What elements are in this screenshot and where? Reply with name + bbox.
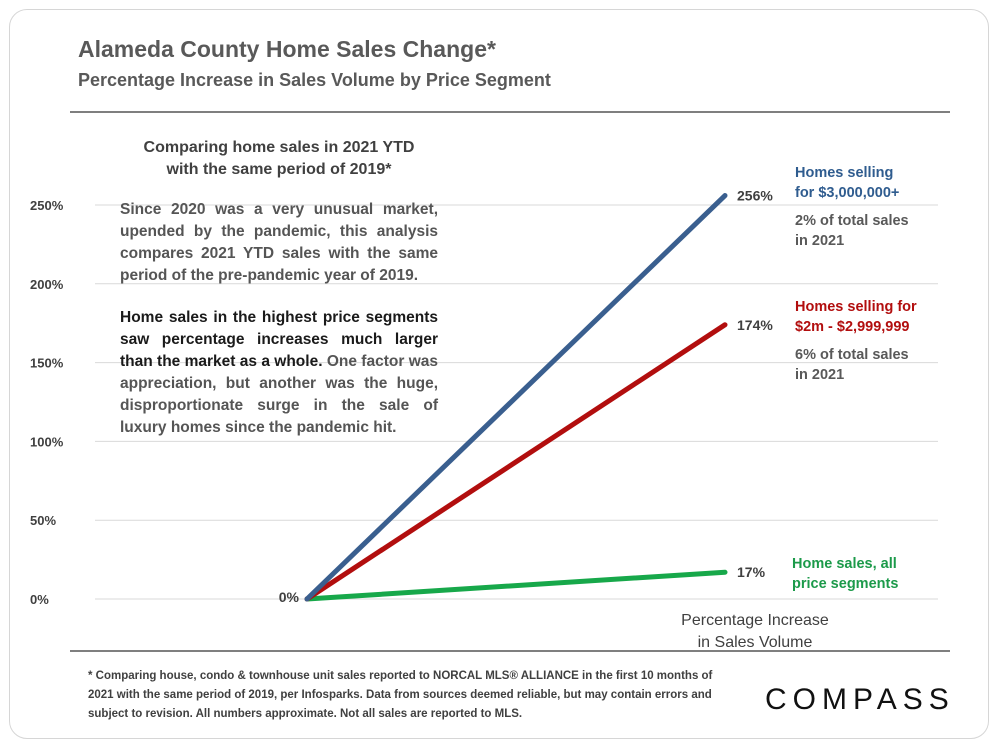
label-mid-segment: Homes selling for $2m - $2,999,999 6% of… (795, 297, 917, 385)
x-axis-label-line1: Percentage Increase (681, 612, 829, 629)
footnote: * Comparing house, condo & townhouse uni… (88, 670, 713, 720)
y-tick-label-150: 150% (30, 356, 64, 371)
explanation-paragraph-2-strong: Home sales in the highest price segments… (120, 309, 438, 370)
explanation-paragraph-2: Home sales in the highest price segments… (120, 307, 438, 439)
label-top-segment: Homes selling for $3,000,000+ 2% of tota… (795, 163, 909, 251)
y-tick-label-250: 250% (30, 198, 64, 213)
series-end-label-2: 17% (737, 564, 766, 580)
series-line-0 (304, 193, 728, 602)
series-line-1 (304, 322, 728, 602)
label-top-share1: 2% of total sales (795, 213, 909, 229)
series-line-2 (304, 569, 728, 602)
explanation-heading: Comparing home sales in 2021 YTD with th… (120, 137, 438, 181)
label-top-share2: in 2021 (795, 233, 845, 249)
y-tick-label-200: 200% (30, 277, 64, 292)
compass-logo: COMPASS (765, 683, 955, 716)
explanation-heading-line1: Comparing home sales in 2021 YTD (143, 139, 415, 156)
y-tick-label-50: 50% (30, 513, 56, 528)
label-mid-line1: Homes selling for (795, 299, 917, 315)
series-end-label-1: 174% (737, 317, 773, 333)
label-mid-share2: in 2021 (795, 367, 845, 383)
x-axis-label-line2: in Sales Volume (697, 634, 813, 651)
label-mid-share1: 6% of total sales (795, 347, 909, 363)
label-top-line1: Homes selling (795, 165, 894, 181)
y-tick-label-0: 0% (30, 592, 49, 607)
label-all-segments: Home sales, all price segments (792, 554, 898, 594)
explanation-heading-line2: with the same period of 2019* (166, 161, 392, 178)
label-mid-line2: $2m - $2,999,999 (795, 319, 910, 335)
label-all-line2: price segments (792, 576, 899, 592)
explanation-paragraph-1: Since 2020 was a very unusual market, up… (120, 201, 438, 284)
y-tick-label-100: 100% (30, 434, 64, 449)
explanation-paragraph-2-rest: One factor was appreciation, but another… (120, 353, 438, 436)
slide-card (9, 9, 989, 739)
chart-subtitle: Percentage Increase in Sales Volume by P… (78, 70, 551, 90)
bottom-divider (70, 650, 950, 652)
label-top-line2: for $3,000,000+ (795, 185, 900, 201)
series-end-label-0: 256% (737, 188, 773, 204)
top-divider (70, 111, 950, 113)
chart-title: Alameda County Home Sales Change* (78, 36, 496, 62)
series-start-label: 0% (279, 589, 300, 605)
label-all-line1: Home sales, all (792, 556, 897, 572)
x-axis-label: Percentage Increase in Sales Volume (660, 610, 850, 654)
